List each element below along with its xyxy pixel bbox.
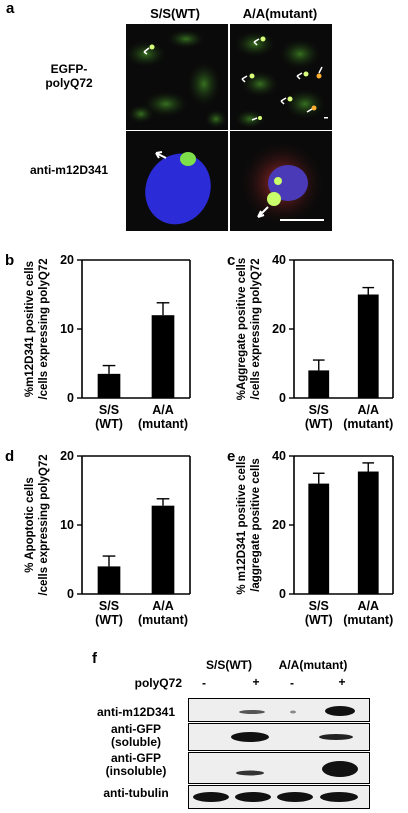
chart-e-category-1: A/A (mutant) <box>343 599 393 627</box>
chart-c-ytick-label: 40 <box>272 253 286 267</box>
panel-label-d: d <box>5 448 15 465</box>
micrograph-egfp-mutant <box>230 24 332 130</box>
chart-e-category-0: S/S (WT) <box>305 599 333 627</box>
panel-label-f: f <box>92 650 97 667</box>
blot-strip-1 <box>188 698 370 722</box>
blot-group-mutant: A/A(mutant) <box>278 658 348 672</box>
chart-b-category-0: S/S (WT) <box>95 403 123 431</box>
chart-d-bar-1 <box>151 505 175 594</box>
blot-strip-4 <box>188 785 370 809</box>
chart-e: % m12D341 positive cells/aggregate posit… <box>212 444 408 634</box>
micrograph-egfp-wt <box>126 24 228 130</box>
chart-d-bar-0 <box>97 566 121 594</box>
panel-label-a: a <box>6 0 15 17</box>
chart-d-category-1: A/A (mutant) <box>138 599 188 627</box>
chart-d-ytick-label: 10 <box>60 518 74 532</box>
chart-c-bar-0 <box>308 370 330 398</box>
blot-group-wt: S/S(WT) <box>206 658 252 672</box>
lane-sign-1: - <box>202 676 206 690</box>
row-label-egfp: EGFP- polyQ72 <box>45 62 93 90</box>
lane-sign-4: + <box>338 675 346 689</box>
chart-d: % Apoptotic cells/cells expressing polyQ… <box>0 444 205 634</box>
chart-d-ytick-label: 0 <box>67 587 74 601</box>
chart-d-ylabel: % Apoptotic cells/cells expressing polyQ… <box>24 454 50 595</box>
chart-c-ytick-label: 20 <box>272 322 286 336</box>
chart-b-bar-0 <box>97 373 121 398</box>
chart-c-svg: %Aggregate positive cells/cells expressi… <box>236 253 394 431</box>
chart-c-bar-1 <box>357 294 379 398</box>
chart-c: %Aggregate positive cells/cells expressi… <box>212 248 408 438</box>
chart-e-bar-1 <box>357 471 379 594</box>
chart-d-svg: % Apoptotic cells/cells expressing polyQ… <box>24 449 191 627</box>
row-label-anti-m12d341: anti-m12D341 <box>29 163 109 177</box>
blot-treatment-label: polyQ72 <box>134 676 182 690</box>
chart-e-ytick-label: 0 <box>279 587 286 601</box>
chart-b-category-1: A/A (mutant) <box>138 403 188 431</box>
chart-e-ylabel: % m12D341 positive cells/aggregate posit… <box>236 455 262 594</box>
lane-sign-2: + <box>252 675 260 689</box>
panel-label-e: e <box>227 448 236 465</box>
chart-c-ylabel: %Aggregate positive cells/cells expressi… <box>236 258 262 401</box>
chart-b-ytick-label: 20 <box>60 253 74 267</box>
chart-b-bar-1 <box>151 315 175 398</box>
blot-row-label-1: anti-m12D341 <box>96 705 176 719</box>
panel-label-b: b <box>5 252 15 269</box>
blot-row-label-3: anti-GFP (insoluble) <box>105 751 167 778</box>
col-header-mutant: A/A(mutant) <box>242 6 318 21</box>
chart-e-svg: % m12D341 positive cells/aggregate posit… <box>236 449 394 627</box>
panel-label-c: c <box>227 252 236 269</box>
blot-row-label-4: anti-tubulin <box>103 786 169 800</box>
blot-row-label-2: anti-GFP (soluble) <box>111 722 161 749</box>
col-header-wt: S/S(WT) <box>150 6 200 21</box>
chart-c-category-1: A/A (mutant) <box>343 403 393 431</box>
chart-d-ytick-label: 20 <box>60 449 74 463</box>
chart-b-svg: %m12D341 positive cells/cells expressing… <box>24 253 191 431</box>
chart-c-ytick-label: 0 <box>279 391 286 405</box>
blot-strip-3 <box>188 752 370 784</box>
chart-b-ytick-label: 0 <box>67 391 74 405</box>
chart-b-ytick-label: 10 <box>60 322 74 336</box>
micrograph-anti-wt <box>126 131 228 231</box>
chart-e-bar-0 <box>308 483 330 594</box>
chart-d-category-0: S/S (WT) <box>95 599 123 627</box>
chart-c-category-0: S/S (WT) <box>305 403 333 431</box>
chart-e-ytick-label: 40 <box>272 449 286 463</box>
chart-b: %m12D341 positive cells/cells expressing… <box>0 248 205 438</box>
chart-b-ylabel: %m12D341 positive cells/cells expressing… <box>24 258 50 399</box>
chart-e-ytick-label: 20 <box>272 518 286 532</box>
blot-strip-2 <box>188 723 370 751</box>
lane-sign-3: - <box>290 676 294 690</box>
micrograph-anti-mutant <box>230 131 332 231</box>
